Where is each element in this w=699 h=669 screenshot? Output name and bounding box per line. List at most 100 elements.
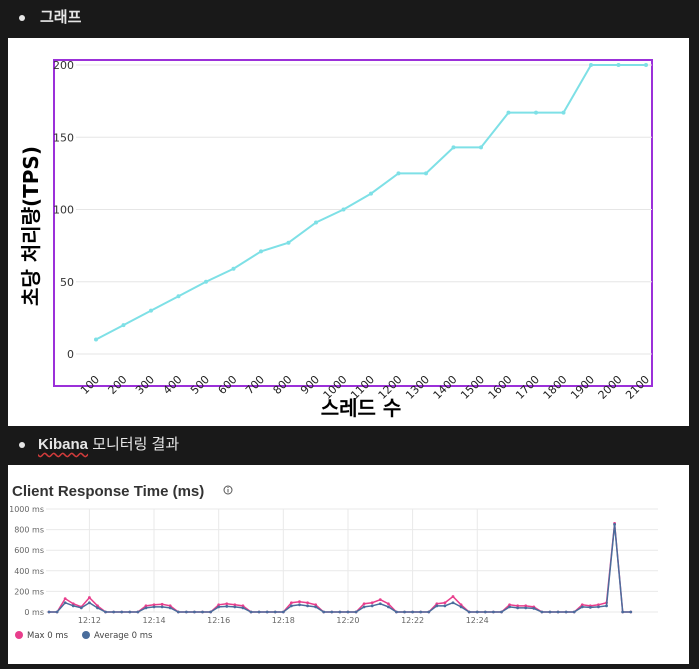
series-point-average: [564, 610, 568, 614]
series-point-average: [338, 610, 342, 614]
series-point-average: [112, 610, 116, 614]
bullet-dot-2: [19, 442, 25, 448]
x-tick-label: 600: [216, 373, 240, 397]
series-point-max: [314, 603, 318, 607]
x-tick-label: 1500: [458, 373, 487, 402]
series-point-average: [378, 602, 382, 606]
tps-data-point: [149, 308, 153, 313]
series-point-average: [184, 610, 188, 614]
tps-data-point: [176, 294, 181, 299]
series-point-average: [241, 606, 245, 610]
x-tick-label: 1800: [541, 373, 570, 402]
series-point-max: [168, 604, 172, 608]
series-point-average: [193, 610, 196, 614]
series-point-average: [71, 604, 75, 608]
series-point-average: [492, 610, 495, 614]
series-point-average: [47, 610, 51, 614]
series-line-max: [49, 523, 631, 613]
tps-data-point: [451, 145, 456, 150]
tps-data-point: [369, 191, 373, 196]
series-point-average: [411, 610, 414, 614]
tps-data-point: [121, 323, 126, 328]
x-tick-label: 12:22: [401, 616, 424, 625]
y-tick-label: 1000 ms: [9, 505, 44, 514]
series-point-average: [225, 604, 229, 608]
series-point-average: [508, 605, 511, 609]
x-tick-label: 300: [133, 373, 157, 397]
series-point-average: [346, 610, 350, 614]
series-point-max: [459, 603, 463, 607]
series-point-average: [588, 605, 592, 609]
info-icon[interactable]: [223, 485, 233, 495]
series-point-average: [629, 610, 633, 614]
x-tick-label: 900: [298, 373, 322, 397]
series-point-max: [443, 601, 447, 605]
section-heading-kibana: Kibana 모니터링 결과: [38, 435, 179, 455]
y-tick-label: 0: [67, 348, 74, 361]
y-tick-label: 400 ms: [14, 567, 44, 576]
series-point-max: [580, 603, 584, 607]
series-point-average: [427, 610, 431, 614]
legend-label: Max 0 ms: [27, 631, 69, 641]
series-point-average: [621, 610, 625, 614]
series-point-average: [136, 610, 140, 614]
y-tick-label: 200 ms: [14, 587, 44, 596]
series-point-average: [306, 604, 309, 608]
series-point-average: [144, 606, 148, 610]
series-point-average: [298, 603, 301, 607]
x-tick-label: 1900: [568, 373, 597, 402]
series-point-average: [96, 606, 99, 610]
x-tick-label: 12:24: [466, 616, 489, 625]
series-point-average: [370, 604, 374, 608]
series-point-max: [160, 602, 164, 606]
series-point-average: [467, 610, 471, 614]
series-point-average: [500, 610, 503, 614]
kibana-heading-rest: 모니터링 결과: [92, 436, 180, 453]
series-point-average: [152, 605, 156, 609]
x-tick-label: 12:18: [272, 616, 295, 625]
kibana-chart-panel: Client Response Time (ms) 1000 ms 800 ms 60…: [8, 465, 689, 664]
y-tick-label: 600 ms: [14, 546, 44, 555]
series-point-average: [120, 610, 124, 614]
series-point-average: [79, 606, 83, 610]
tps-data-point: [644, 63, 648, 67]
series-point-max: [516, 604, 520, 608]
series-point-average: [475, 610, 479, 614]
series-point-average: [290, 604, 293, 608]
series-point-average: [281, 610, 285, 614]
y-tick-label: 800 ms: [14, 526, 44, 535]
series-point-average: [395, 610, 398, 614]
x-tick-label: 800: [271, 373, 295, 397]
series-point-average: [459, 605, 463, 609]
series-point-average: [386, 605, 390, 609]
tps-data-point: [424, 171, 428, 176]
client-response-time-chart: Client Response Time (ms) 1000 ms 800 ms 60…: [9, 483, 658, 641]
series-point-average: [556, 610, 560, 614]
series-point-average: [548, 610, 552, 614]
series-point-average: [330, 610, 334, 614]
series-point-average: [354, 610, 358, 614]
series-point-max: [233, 603, 237, 607]
series-point-max: [96, 604, 99, 608]
legend-item-average[interactable]: Average 0 ms: [82, 631, 153, 641]
series-point-average: [128, 610, 132, 614]
series-point-average: [597, 605, 600, 609]
series-point-average: [257, 610, 261, 614]
tps-data-point: [286, 240, 291, 245]
series-point-average: [201, 610, 204, 614]
chart-title: Client Response Time (ms): [12, 483, 204, 500]
series-point-max: [298, 600, 301, 604]
tps-data-point: [231, 266, 236, 271]
series-point-average: [249, 610, 253, 614]
y-tick-label: 50: [60, 276, 74, 289]
series-point-max: [524, 604, 528, 608]
tps-data-point: [561, 110, 566, 115]
y-tick-label: 200: [53, 59, 74, 72]
x-tick-label: 12:20: [336, 616, 359, 625]
kibana-word: Kibana: [38, 436, 89, 453]
y-tick-label: 100: [53, 204, 74, 217]
legend-item-max[interactable]: Max 0 ms: [15, 631, 69, 641]
x-tick-label: 100: [78, 373, 102, 397]
series-point-max: [217, 603, 221, 607]
